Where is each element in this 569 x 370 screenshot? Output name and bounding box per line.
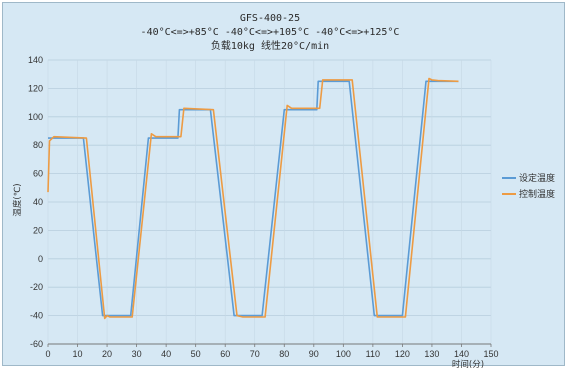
x-tick-label: 20 <box>102 349 112 359</box>
y-tick-label: 80 <box>33 140 43 150</box>
x-tick-label: 140 <box>454 349 469 359</box>
chart-subtitle: -40°C<=>+85°C -40°C<=>+105°C -40°C<=>+12… <box>141 27 400 38</box>
y-tick-label: 140 <box>28 55 43 65</box>
legend-label-2: 控制温度 <box>519 188 555 200</box>
series-line-1 <box>48 80 459 317</box>
x-tick-label: 50 <box>191 349 201 359</box>
x-tick-label: 120 <box>395 349 410 359</box>
chart-title: GFS-400-25 <box>240 13 300 24</box>
x-tick-label: 70 <box>250 349 260 359</box>
y-tick-label: -20 <box>30 282 43 292</box>
x-tick-label: 100 <box>336 349 351 359</box>
y-tick-label: 0 <box>38 254 43 264</box>
x-tick-label: 30 <box>132 349 142 359</box>
series-line-2 <box>47 77 459 320</box>
x-tick-labels: 0 10 20 30 40 50 60 70 80 90 100 110 120 130 140 150 <box>45 349 498 359</box>
x-tick-label: 40 <box>161 349 171 359</box>
y-tick-label: 100 <box>28 112 43 122</box>
x-tick-label: 110 <box>366 349 380 359</box>
y-tick-labels: -60 -40 -20 0 20 40 60 80 100 120 140 <box>28 55 43 349</box>
y-tick-label: 60 <box>33 169 43 179</box>
x-tick-label: 130 <box>424 349 439 359</box>
y-tick-label: 120 <box>28 83 43 93</box>
x-tick-label: 10 <box>73 349 83 359</box>
x-tick-label: 60 <box>220 349 230 359</box>
x-tick-label: 80 <box>279 349 289 359</box>
x-tick-label: 150 <box>483 349 498 359</box>
series-group <box>47 77 459 320</box>
x-tick-label: 0 <box>45 349 50 359</box>
chart-frame <box>2 2 565 366</box>
y-tick-label: -40 <box>30 311 43 321</box>
legend-label-1: 设定温度 <box>519 172 555 184</box>
x-tick-label: 90 <box>309 349 319 359</box>
chart-subtitle-2: 负载10kg 线性20°C/min <box>211 39 329 52</box>
x-axis-label: 时间(分) <box>452 359 484 370</box>
y-tick-label: 20 <box>33 225 43 235</box>
y-axis-label: 温度(℃) <box>12 183 23 216</box>
y-tick-label: -60 <box>30 339 43 349</box>
y-tick-label: 40 <box>33 197 43 207</box>
